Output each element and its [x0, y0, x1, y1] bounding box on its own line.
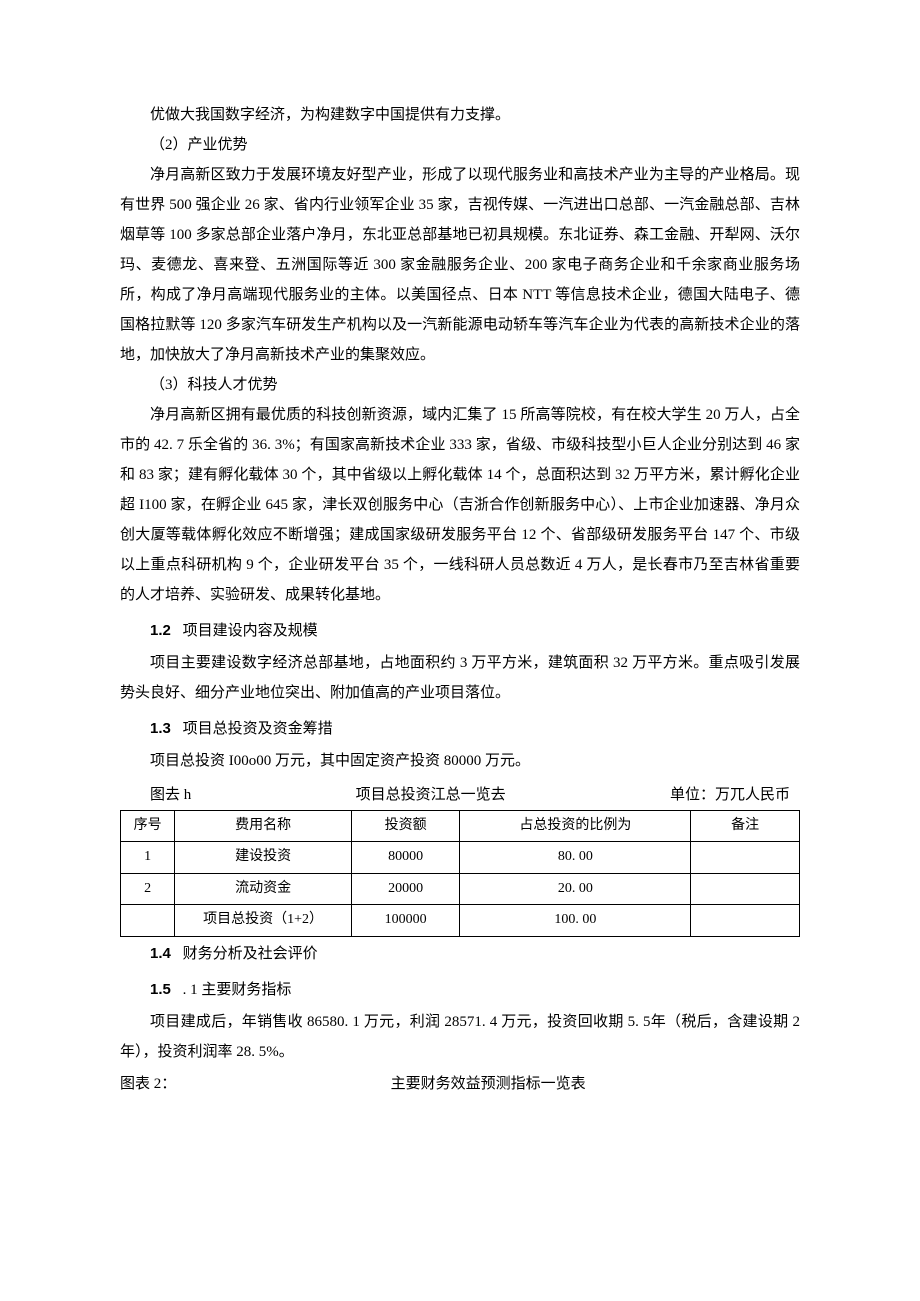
table-row: 2 流动资金 20000 20. 00	[121, 873, 800, 904]
chart2-title: 主要财务效益预测指标一览表	[176, 1069, 800, 1099]
heading-1-3: 1.3 项目总投资及资金筹措	[120, 714, 800, 744]
table-cell: 80000	[351, 842, 460, 873]
table1-caption-left: 图去 h	[120, 780, 191, 810]
paragraph: 项目建成后，年销售收 86580. 1 万元，利润 28571. 4 万元，投资…	[120, 1007, 800, 1067]
heading-text: . 1 主要财务指标	[183, 982, 292, 998]
document-page: 优做大我国数字经济，为构建数字中国提供有力支撑。 （2）产业优势 净月高新区致力…	[0, 0, 920, 1159]
table-cell: 80. 00	[460, 842, 691, 873]
heading-text: 财务分析及社会评价	[183, 946, 318, 962]
table1-caption: 图去 h 项目总投资江总一览去 单位：万兀人民币	[120, 780, 800, 810]
table-cell: 20000	[351, 873, 460, 904]
investment-table: 序号 费用名称 投资额 占总投资的比例为 备注 1 建设投资 80000 80.…	[120, 810, 800, 937]
subheading-industry-advantage: （2）产业优势	[120, 130, 800, 160]
heading-number: 1.3	[150, 720, 171, 737]
heading-1-4: 1.4 财务分析及社会评价	[120, 939, 800, 969]
table-row: 项目总投资（1+2） 100000 100. 00	[121, 905, 800, 936]
heading-text: 项目建设内容及规模	[183, 623, 318, 639]
table-header-cell: 费用名称	[175, 811, 352, 842]
table-cell	[691, 873, 800, 904]
heading-1-2: 1.2 项目建设内容及规模	[120, 616, 800, 646]
table-cell: 流动资金	[175, 873, 352, 904]
chart2-caption: 图表 2： 主要财务效益预测指标一览表	[120, 1069, 800, 1099]
table-header-row: 序号 费用名称 投资额 占总投资的比例为 备注	[121, 811, 800, 842]
paragraph: 优做大我国数字经济，为构建数字中国提供有力支撑。	[120, 100, 800, 130]
table-header-cell: 投资额	[351, 811, 460, 842]
table-header-cell: 序号	[121, 811, 175, 842]
table-cell: 2	[121, 873, 175, 904]
table-cell: 项目总投资（1+2）	[175, 905, 352, 936]
table1-caption-right: 单位：万兀人民币	[670, 780, 800, 810]
table-cell: 建设投资	[175, 842, 352, 873]
table-row: 1 建设投资 80000 80. 00	[121, 842, 800, 873]
paragraph: 净月高新区致力于发展环境友好型产业，形成了以现代服务业和高技术产业为主导的产业格…	[120, 160, 800, 370]
heading-number: 1.2	[150, 622, 171, 639]
table-cell	[691, 905, 800, 936]
table-header-cell: 占总投资的比例为	[460, 811, 691, 842]
table-header-cell: 备注	[691, 811, 800, 842]
paragraph: 项目主要建设数字经济总部基地，占地面积约 3 万平方米，建筑面积 32 万平方米…	[120, 648, 800, 708]
table-cell: 20. 00	[460, 873, 691, 904]
subheading-talent-advantage: （3）科技人才优势	[120, 370, 800, 400]
table-cell	[121, 905, 175, 936]
table-cell	[691, 842, 800, 873]
heading-1-5: 1.5 . 1 主要财务指标	[120, 975, 800, 1005]
paragraph: 项目总投资 I00o00 万元，其中固定资产投资 80000 万元。	[120, 746, 800, 776]
paragraph: 净月高新区拥有最优质的科技创新资源，域内汇集了 15 所高等院校，有在校大学生 …	[120, 400, 800, 610]
table-cell: 100. 00	[460, 905, 691, 936]
table-cell: 1	[121, 842, 175, 873]
table1-caption-center: 项目总投资江总一览去	[191, 780, 670, 810]
table-cell: 100000	[351, 905, 460, 936]
heading-text: 项目总投资及资金筹措	[183, 721, 333, 737]
chart2-label: 图表 2：	[120, 1069, 176, 1099]
heading-number: 1.5	[150, 981, 171, 998]
heading-number: 1.4	[150, 945, 171, 962]
